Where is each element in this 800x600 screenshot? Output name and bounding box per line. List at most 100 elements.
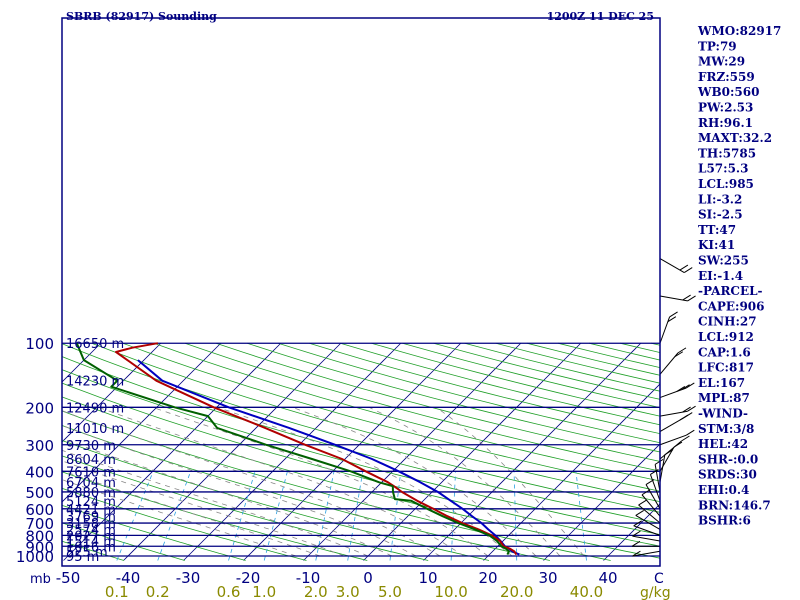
index-entry: KI:41 <box>698 238 735 252</box>
wind-barb-feather <box>686 429 695 436</box>
height-label: 525 m <box>66 545 108 560</box>
dry-adiabat-line <box>62 487 307 561</box>
temperature-tick-label: 30 <box>538 569 557 587</box>
dry-adiabat-line <box>62 440 490 561</box>
wind-barb <box>638 504 661 524</box>
dry-adiabat-line <box>184 342 660 472</box>
index-entry: HEL:42 <box>698 437 748 451</box>
chart-time: 1200Z 11 DEC 25 <box>547 10 654 23</box>
index-entry: SI:-2.5 <box>698 208 743 222</box>
wind-barb-feather <box>682 406 691 413</box>
temperature-trace <box>115 342 518 556</box>
index-entry: EL:167 <box>698 376 745 390</box>
wind-barb-feather <box>686 382 695 389</box>
height-label: 4421 m <box>66 503 116 518</box>
temperature-tick-label: -20 <box>236 569 261 587</box>
wind-barb-feather <box>677 347 687 354</box>
index-entry: LFC:817 <box>698 361 754 375</box>
dry-adiabat-line <box>62 410 611 561</box>
wind-barb <box>659 454 666 483</box>
pressure-levels <box>62 342 660 557</box>
wind-barb <box>654 464 661 493</box>
index-entry: L57:5.3 <box>698 162 748 176</box>
mixing-ratio-tick-label: 20.0 <box>500 583 533 600</box>
index-entry: LCL:912 <box>698 330 754 344</box>
index-entry: MW:29 <box>698 55 745 69</box>
wind-barb-feather <box>638 499 647 506</box>
index-entry: LI:-3.2 <box>698 192 742 206</box>
wind-barb-feather <box>664 449 674 456</box>
index-entry: RH:96.1 <box>698 116 753 130</box>
temperature-tick-label: -50 <box>56 569 81 587</box>
wind-barb-feather <box>645 479 655 485</box>
wind-barb <box>633 525 661 536</box>
dry-adiabat-line <box>215 342 660 462</box>
wind-barb <box>645 484 661 510</box>
wind-barb-feather <box>633 520 642 527</box>
isotherm-line <box>62 342 222 503</box>
isotherm-line <box>483 383 660 561</box>
wind-barb-feather <box>673 441 683 448</box>
dry-adiabat-line <box>62 382 660 547</box>
mixing-ratio-tick-label: 0.1 <box>105 583 129 600</box>
moist-adiabat-line <box>62 470 321 557</box>
wind-barb-feather <box>681 384 690 391</box>
wind-barb-feather <box>679 264 689 271</box>
mixing-ratio-line <box>450 471 456 561</box>
dry-adiabat-line <box>62 522 185 561</box>
dry-adiabat-line <box>62 356 660 524</box>
wind-barb-feather <box>669 311 678 318</box>
height-label: 95 m <box>66 550 99 565</box>
pressure-tick-label: 100 <box>25 335 54 353</box>
mixing-ratio-tick-label: 5.0 <box>378 583 402 600</box>
wind-barb-feather <box>687 405 696 412</box>
index-entry: CINH:27 <box>698 315 757 329</box>
dry-adiabat-line <box>62 369 660 536</box>
mixing-ratio-tick-label: 40.0 <box>570 583 603 600</box>
pressure-tick-label: 500 <box>25 484 54 502</box>
plot-frame <box>61 17 661 567</box>
dry-adiabat-line <box>246 342 660 453</box>
mixing-ratio-tick-label: 0.6 <box>217 583 241 600</box>
index-entry: BRN:146.7 <box>698 498 771 512</box>
dry-adiabat-line <box>278 342 660 444</box>
height-label: 5124 m <box>66 495 116 510</box>
index-entry: BSHR:6 <box>698 514 751 528</box>
index-entry: LCL:985 <box>698 177 754 191</box>
background-grid <box>62 342 660 561</box>
wind-barb-feather <box>632 530 641 537</box>
height-label: 11010 m <box>66 422 124 437</box>
mixing-ratio-line <box>575 471 587 561</box>
mixing-ratio-unit-label: g/kg <box>640 585 671 600</box>
temperature-tick-label: 10 <box>418 569 437 587</box>
wind-barb-feather <box>650 469 659 475</box>
pressure-tick-label: 1000 <box>16 548 54 566</box>
pressure-tick-label: 800 <box>25 527 54 545</box>
wind-barb-feather <box>641 489 651 496</box>
height-label: 12490 m <box>66 401 124 416</box>
moist-adiabat-line <box>62 425 417 557</box>
dry-adiabat-line <box>62 540 125 561</box>
mixing-ratio-labels: 0.1 0.2 0.6 1.0 2.0 3.0 5.0 10.0 20.0 40.0 <box>105 583 603 600</box>
height-label: 16650 m <box>66 337 124 352</box>
index-entry: PW:2.53 <box>698 101 753 115</box>
dry-adiabat-line <box>122 342 660 492</box>
dry-adiabat-line <box>309 342 660 435</box>
wind-barb-feather <box>681 435 690 442</box>
dewpoint-trace <box>75 342 510 556</box>
moist-adiabat-line <box>62 438 393 557</box>
index-entry: EI:-1.4 <box>698 269 743 283</box>
height-label: 14230 m <box>66 375 124 390</box>
dry-adiabat-line <box>153 342 660 482</box>
isotherm-line <box>543 443 660 561</box>
isotherm-line <box>363 342 582 561</box>
wind-barb-feather <box>682 294 691 301</box>
wind-barb <box>632 535 661 542</box>
pressure-unit-label: mb <box>30 572 51 587</box>
index-entry: WMO:82917 <box>697 24 781 38</box>
height-label: 1016 m <box>66 540 116 555</box>
moist-adiabat-line <box>98 406 465 557</box>
height-label: 2027 m <box>66 529 116 544</box>
